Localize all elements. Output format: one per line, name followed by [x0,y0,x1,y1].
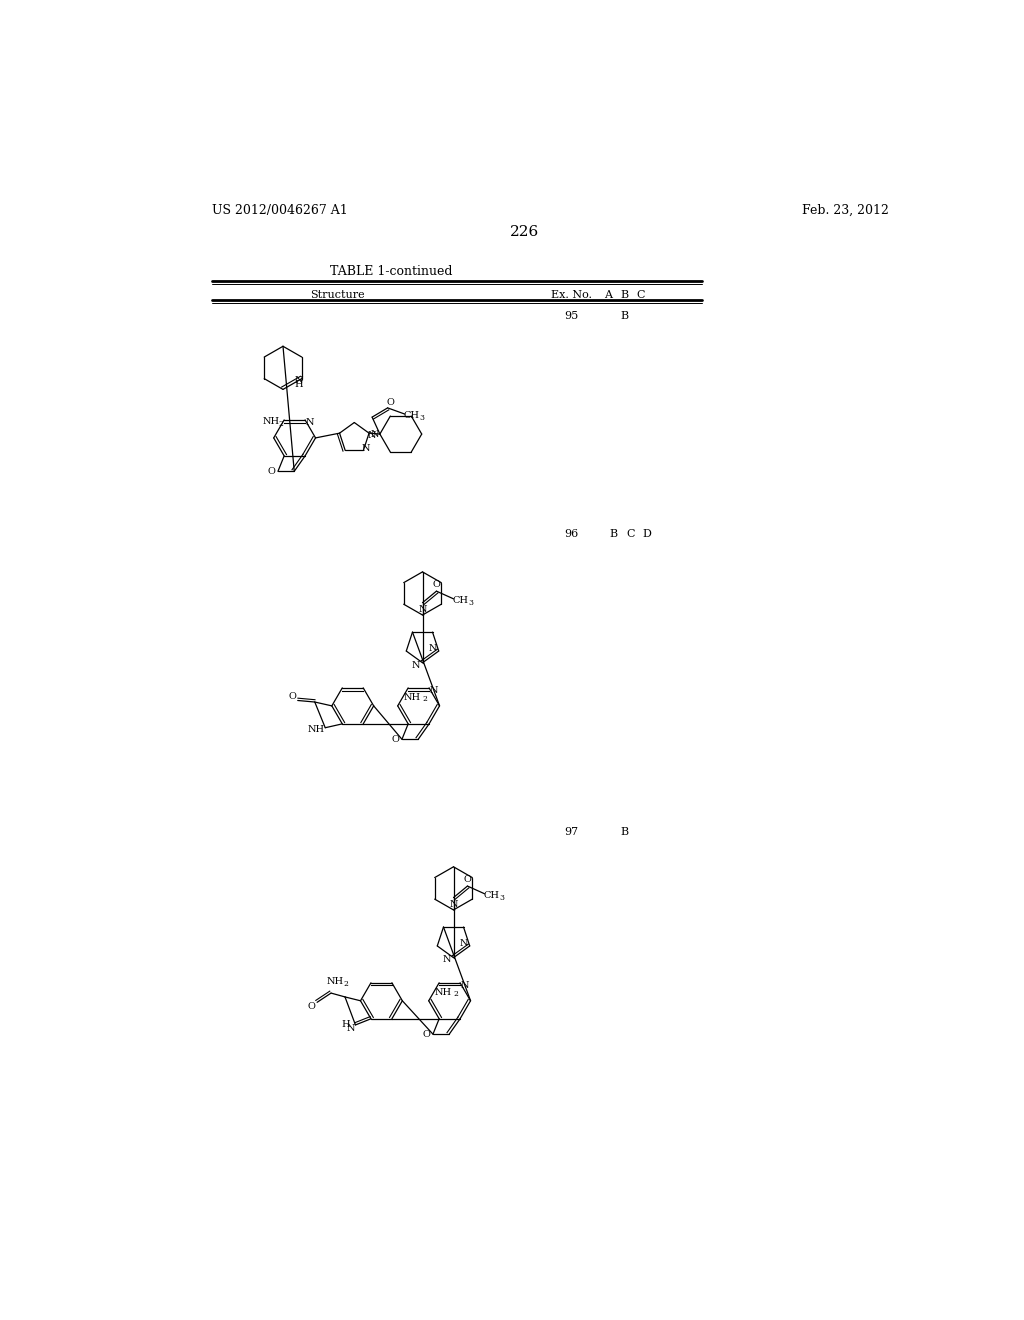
Text: NH: NH [307,725,325,734]
Text: N: N [443,956,452,965]
Text: H: H [342,1020,350,1030]
Text: 3: 3 [499,894,504,902]
Text: 3: 3 [419,414,424,422]
Text: Feb. 23, 2012: Feb. 23, 2012 [802,205,889,218]
Text: N: N [346,1024,355,1034]
Text: O: O [289,692,296,701]
Text: NH: NH [434,987,452,997]
Text: N: N [450,900,458,909]
Text: A: A [604,289,611,300]
Text: N: N [295,376,303,384]
Text: NH: NH [403,693,421,702]
Text: 3: 3 [468,599,473,607]
Text: B: B [620,289,628,300]
Text: 2: 2 [422,696,427,704]
Text: CH: CH [453,595,468,605]
Text: B: B [610,529,618,539]
Text: N: N [368,430,376,440]
Text: O: O [464,875,471,884]
Text: CH: CH [483,891,500,900]
Text: O: O [423,1030,431,1039]
Text: N: N [428,644,437,653]
Text: NH: NH [262,417,280,426]
Text: O: O [386,399,394,407]
Text: 97: 97 [564,828,579,837]
Text: N: N [371,429,380,438]
Text: 2: 2 [343,979,348,987]
Text: C: C [636,289,644,300]
Text: O: O [432,581,440,590]
Text: 226: 226 [510,224,540,239]
Text: TABLE 1-continued: TABLE 1-continued [331,265,453,279]
Text: O: O [308,1002,315,1011]
Text: Structure: Structure [310,289,365,300]
Text: 2: 2 [453,990,458,998]
Text: N: N [418,605,427,614]
Text: D: D [642,529,651,539]
Text: N: N [429,685,438,694]
Text: CH: CH [403,411,420,420]
Text: C: C [626,529,635,539]
Text: Ex. No.: Ex. No. [551,289,592,300]
Text: B: B [620,828,628,837]
Text: N: N [305,417,314,426]
Text: B: B [620,312,628,321]
Text: 2: 2 [279,420,284,428]
Text: H: H [294,380,303,389]
Text: US 2012/0046267 A1: US 2012/0046267 A1 [212,205,347,218]
Text: 95: 95 [564,312,579,321]
Text: 96: 96 [564,529,579,539]
Text: O: O [392,735,399,743]
Text: N: N [461,981,469,990]
Text: N: N [460,939,468,948]
Text: N: N [412,660,421,669]
Text: NH: NH [327,977,343,986]
Text: O: O [268,467,275,475]
Text: N: N [361,444,370,453]
